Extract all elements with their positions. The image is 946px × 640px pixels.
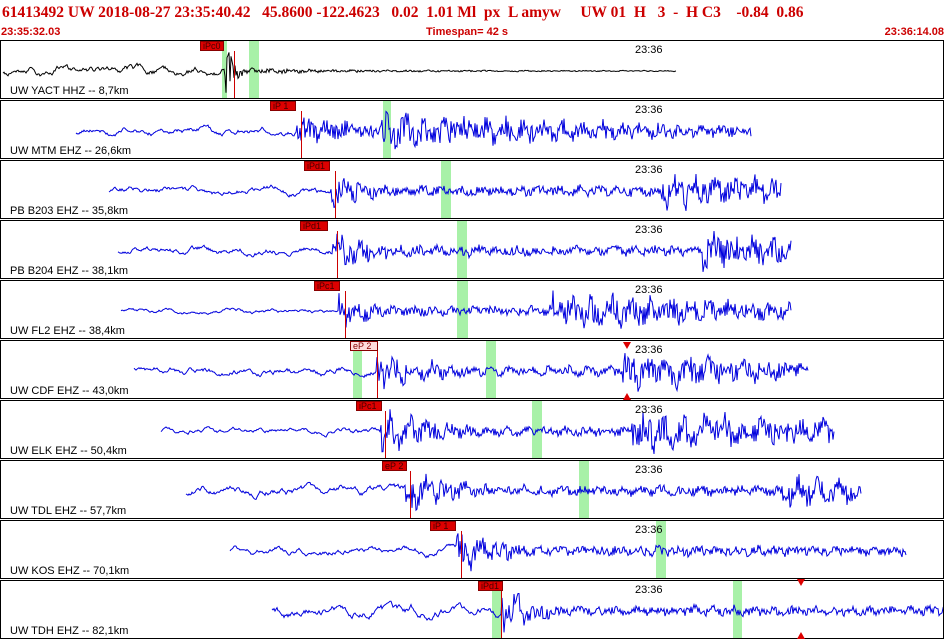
time-tick-label: 23:36 (635, 164, 663, 176)
seismogram-panel[interactable]: eP 2 23:36 UW TDL EHZ -- 57,7km (0, 460, 944, 519)
waveform-trace (75, 110, 752, 150)
analysis-window (492, 581, 501, 638)
station-label: UW TDL EHZ -- 57,7km (10, 505, 127, 517)
seismogram-panel[interactable]: iP 1 23:36 UW KOS EHZ -- 70,1km (0, 520, 944, 579)
waveform-trace (120, 290, 792, 329)
analysis-window (441, 161, 451, 218)
end-time: 23:36:14.08 (884, 26, 944, 38)
phase-pick-label[interactable]: iP 1 (270, 101, 296, 111)
pick-line[interactable] (410, 471, 411, 518)
seismogram-panel[interactable]: iPd1 23:36 PB B204 EHZ -- 38,1km (0, 220, 944, 279)
waveform-trace (185, 473, 862, 512)
seismogram-panel[interactable]: iPc1 23:36 UW ELK EHZ -- 50,4km (0, 400, 944, 459)
seismogram-panel[interactable]: iPd1 23:36 PB B203 EHZ -- 35,8km (0, 160, 944, 219)
pick-line[interactable] (337, 231, 338, 278)
waveform-path (117, 230, 792, 272)
waveform-trace (2, 52, 677, 93)
time-tick-label: 23:36 (635, 584, 663, 596)
waveform-trace (271, 593, 943, 633)
pick-line[interactable] (345, 291, 346, 338)
time-tick-label: 23:36 (635, 404, 663, 416)
pick-line[interactable] (234, 51, 235, 98)
start-time: 23:35:32.03 (1, 26, 61, 38)
analysis-window (733, 581, 742, 638)
waveform-trace (108, 173, 782, 211)
seismogram-panel[interactable]: eP 2 23:36 UW CDF EHZ -- 43,0km (0, 340, 944, 399)
waveform-path (133, 353, 809, 393)
waveform-path (271, 593, 943, 633)
station-label: UW KOS EHZ -- 70,1km (10, 565, 130, 577)
waveform-trace (133, 353, 809, 393)
station-label: UW MTM EHZ -- 26,6km (10, 145, 131, 157)
pick-line[interactable] (301, 111, 302, 158)
seismogram-panel[interactable]: iP 1 23:36 UW MTM EHZ -- 26,6km (0, 100, 944, 159)
time-tick-label: 23:36 (635, 104, 663, 116)
event-header: 61413492 UW 2018-08-27 23:35:40.42 45.86… (2, 4, 804, 21)
phase-pick-label[interactable]: iPd1 (300, 221, 328, 231)
pick-line[interactable] (385, 411, 386, 458)
station-label: PB B203 EHZ -- 35,8km (10, 205, 128, 217)
time-tick-label: 23:36 (635, 284, 663, 296)
waveform-trace (117, 230, 792, 272)
seismogram-panel[interactable]: iPd1 23:36 UW TDH EHZ -- 82,1km (0, 580, 944, 639)
analysis-window (532, 401, 542, 458)
waveform-path (75, 110, 752, 150)
phase-pick-label[interactable]: iPd1 (478, 581, 503, 591)
station-label: UW FL2 EHZ -- 38,4km (10, 325, 125, 337)
station-label: UW YACT HHZ -- 8,7km (10, 85, 129, 97)
station-label: UW CDF EHZ -- 43,0km (10, 385, 129, 397)
waveform-trace (229, 533, 907, 572)
phase-pick-label[interactable]: eP 2 (350, 341, 378, 351)
station-label: UW ELK EHZ -- 50,4km (10, 445, 127, 457)
marker-up-icon (623, 393, 631, 400)
station-label: UW TDH EHZ -- 82,1km (10, 625, 129, 637)
phase-pick-label[interactable]: iPc1 (314, 281, 340, 291)
time-tick-label: 23:36 (635, 224, 663, 236)
analysis-window (457, 281, 468, 338)
analysis-window (486, 341, 496, 398)
phase-pick-label[interactable]: iP 1 (430, 521, 456, 531)
phase-pick-label[interactable]: iPc0 (200, 41, 224, 51)
waveform-trace (160, 409, 835, 455)
time-tick-label: 23:36 (635, 344, 663, 356)
pick-line[interactable] (377, 351, 378, 398)
waveform-path (108, 173, 782, 211)
time-tick-label: 23:36 (635, 44, 663, 56)
analysis-window (353, 341, 362, 398)
marker-down-icon (797, 579, 805, 586)
time-tick-label: 23:36 (635, 464, 663, 476)
waveform-path (185, 473, 862, 512)
timespan: Timespan= 42 s (426, 26, 509, 38)
pick-line[interactable] (335, 171, 336, 218)
time-tick-label: 23:36 (635, 524, 663, 536)
phase-pick-label[interactable]: iPc1 (356, 401, 382, 411)
waveform-path (120, 290, 792, 329)
waveform-path (2, 52, 677, 93)
marker-up-icon (797, 632, 805, 639)
station-label: PB B204 EHZ -- 38,1km (10, 265, 128, 277)
pick-line[interactable] (461, 531, 462, 578)
waveform-path (160, 409, 835, 455)
phase-pick-label[interactable]: eP 2 (382, 461, 407, 471)
pick-line[interactable] (501, 591, 502, 638)
phase-pick-label[interactable]: iPd1 (304, 161, 330, 171)
analysis-window (383, 101, 391, 158)
marker-down-icon (623, 342, 631, 349)
seismogram-panel[interactable]: iPc0 23:36 UW YACT HHZ -- 8,7km (0, 40, 944, 99)
seismogram-panel[interactable]: iPc1 23:36 UW FL2 EHZ -- 38,4km (0, 280, 944, 339)
waveform-path (229, 533, 907, 572)
